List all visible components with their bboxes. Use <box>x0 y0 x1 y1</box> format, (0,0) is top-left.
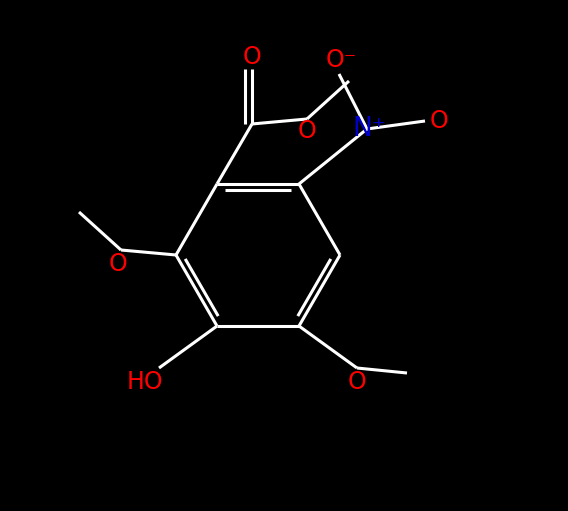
Text: O: O <box>429 109 448 133</box>
Text: N⁺: N⁺ <box>352 116 386 142</box>
Text: O: O <box>348 370 366 394</box>
Text: O: O <box>298 119 316 143</box>
Text: HO: HO <box>127 370 164 394</box>
Text: O: O <box>108 252 127 276</box>
Text: O: O <box>243 45 261 69</box>
Text: O⁻: O⁻ <box>325 48 357 72</box>
